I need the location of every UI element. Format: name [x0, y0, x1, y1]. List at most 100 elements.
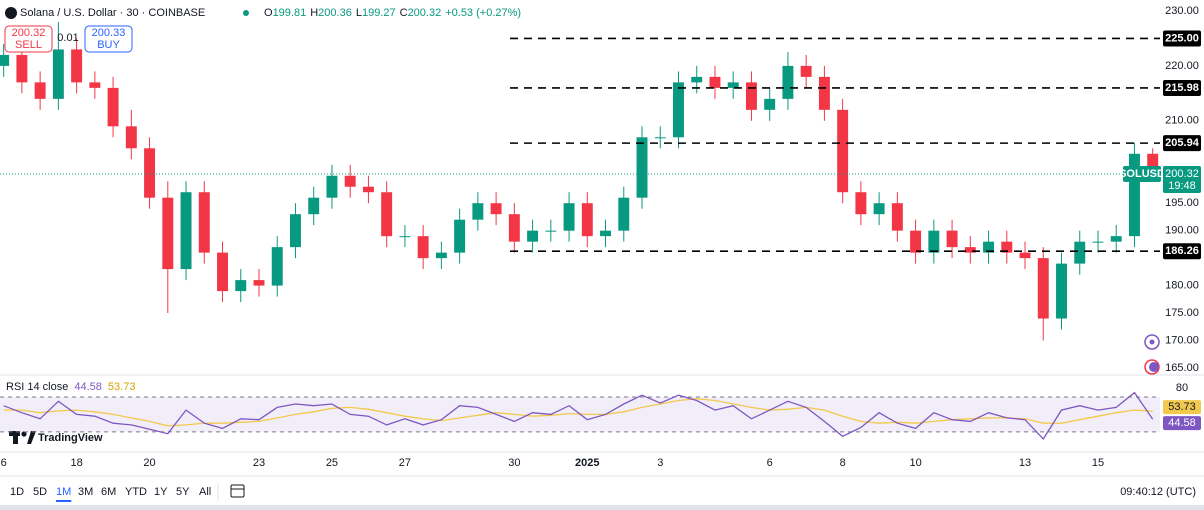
spread: 0.01 — [57, 32, 78, 44]
rsi-tag: 44.58 — [1168, 417, 1196, 429]
logo-shape — [27, 431, 36, 444]
ohlc-value: 200.32 — [408, 7, 442, 19]
candle-body — [1056, 263, 1067, 319]
candle-body — [946, 230, 958, 248]
market-status-dot — [243, 10, 249, 16]
level-tag — [1163, 243, 1201, 260]
level-tag — [1163, 30, 1201, 47]
candle-body — [253, 280, 265, 286]
x-tick-label: 20 — [143, 457, 155, 469]
candle-body — [727, 82, 739, 88]
candle-body — [654, 137, 666, 139]
rsi-title: RSI 14 close — [6, 381, 68, 393]
x-tick-label: 10 — [909, 457, 921, 469]
x-tick-label: 6 — [767, 457, 773, 469]
candle-body — [0, 54, 10, 66]
x-tick-label: 25 — [326, 457, 338, 469]
y-tick-label: 180.00 — [1165, 279, 1199, 291]
y-tick-label: 170.00 — [1165, 334, 1199, 346]
candle-body — [125, 126, 137, 149]
candle-body — [34, 82, 46, 99]
candle-body — [290, 214, 301, 248]
candle-body — [545, 230, 557, 232]
candle-body — [198, 192, 210, 253]
candle-body — [162, 197, 174, 270]
rsi-line — [3, 391, 1154, 440]
y-tick-label: 230.00 — [1165, 5, 1199, 17]
range-button[interactable]: All — [199, 486, 211, 498]
y-tick-label: 190.00 — [1165, 225, 1199, 237]
x-tick-label: 15 — [1092, 457, 1104, 469]
x-tick-label: 23 — [253, 457, 265, 469]
ohlc-label: L — [356, 7, 362, 19]
candle-body — [326, 175, 338, 198]
candle-body — [764, 98, 776, 110]
level-label: 205.94 — [1165, 137, 1200, 149]
tv-logo-mark — [9, 431, 36, 444]
candle-body — [818, 76, 830, 110]
candle-body — [362, 186, 374, 193]
icon-badge-dot — [1149, 339, 1155, 345]
rsi-legend-value: 53.73 — [108, 381, 136, 393]
candle-body — [344, 175, 356, 187]
x-tick-label: 8 — [840, 457, 846, 469]
sell-button[interactable] — [4, 25, 53, 53]
candle-body — [180, 192, 192, 270]
ohlc-value: 199.27 — [362, 7, 396, 19]
sell-label: SELL — [15, 39, 42, 51]
candle-body — [271, 247, 283, 286]
sell-price: 200.32 — [12, 27, 46, 39]
range-button[interactable]: YTD — [125, 486, 147, 498]
candle-body — [581, 203, 593, 237]
candle-body — [873, 203, 885, 215]
symbol-title: Solana / U.S. Dollar · 30 · COINBASE — [20, 7, 205, 19]
candle-body — [472, 203, 484, 220]
y-tick-label: 210.00 — [1165, 115, 1199, 127]
x-tick-label: 30 — [508, 457, 520, 469]
logo-shape — [13, 431, 18, 444]
candle-body — [417, 236, 429, 259]
buy-button[interactable] — [84, 25, 133, 53]
range-button[interactable]: 3M — [78, 486, 93, 498]
range-button[interactable]: 1M — [56, 486, 71, 498]
range-button[interactable]: 1Y — [154, 486, 168, 498]
ohlc-label: O — [264, 7, 273, 19]
candle-body — [71, 49, 83, 83]
candle-body — [800, 65, 812, 77]
x-tick-label: 18 — [70, 457, 82, 469]
candle-body — [928, 230, 940, 253]
rsi-legend-value: 44.58 — [74, 381, 102, 393]
rsi-tag-box — [1163, 416, 1201, 431]
level-label: 215.98 — [1165, 82, 1199, 94]
range-button[interactable]: 6M — [101, 486, 116, 498]
x-tick-label: 13 — [1019, 457, 1031, 469]
ohlc-label: C — [400, 7, 408, 19]
date-range-icon[interactable] — [230, 484, 245, 498]
x-tick-label: 2025 — [575, 457, 599, 469]
candle-body — [1147, 153, 1159, 174]
candle-body — [490, 203, 502, 215]
x-tick-label: 6 — [1, 457, 7, 469]
candle-body — [709, 76, 721, 88]
icon-badge[interactable] — [1144, 334, 1160, 350]
buy-price: 200.33 — [92, 27, 126, 39]
y-tick-label: 165.00 — [1165, 362, 1199, 374]
candle-body — [673, 82, 684, 138]
range-button[interactable]: 1D — [10, 486, 24, 498]
rsi-line — [3, 398, 1153, 427]
candle-body — [618, 197, 630, 231]
candle-body — [454, 219, 466, 253]
ohlc-value: 200.36 — [318, 7, 352, 19]
candle-body — [745, 82, 757, 110]
countdown: 19:48 — [1168, 180, 1196, 192]
candle-body — [855, 192, 867, 215]
symbol-tag: SOLUSD — [1119, 168, 1165, 180]
buy-label: BUY — [97, 39, 120, 51]
range-button[interactable]: 5Y — [176, 486, 190, 498]
symbol-icon — [5, 7, 17, 19]
candle-body — [1110, 236, 1122, 242]
candle-body — [910, 230, 922, 253]
range-button[interactable]: 5D — [33, 486, 47, 498]
